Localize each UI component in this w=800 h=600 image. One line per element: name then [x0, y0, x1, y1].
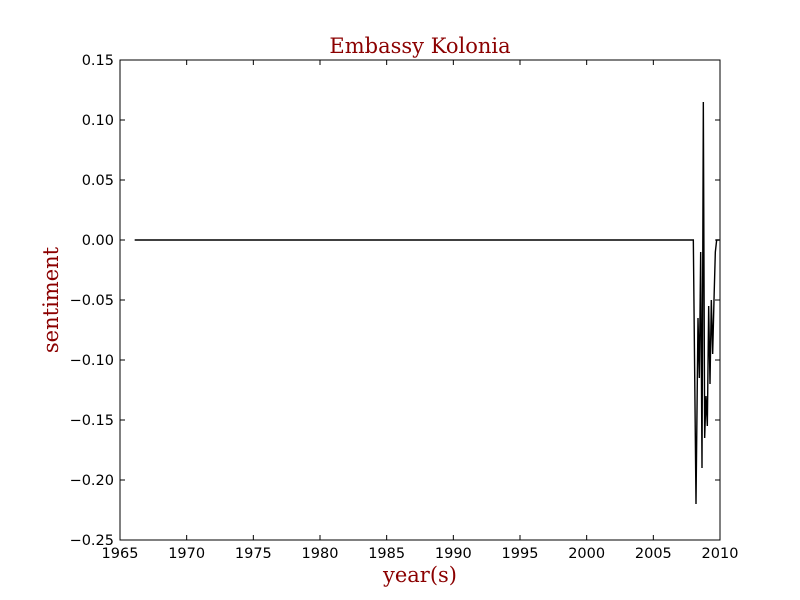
x-axis: 1965 1970 1975 1980 1985 1990 1995 2000 2005 2010: [102, 60, 739, 562]
x-tick-label: 1985: [368, 546, 405, 562]
plot-area: [134, 101, 720, 505]
y-tick-label: 0.00: [82, 233, 114, 249]
y-axis: 0.15 0.10 0.05 0.00 −0.05 −0.10 −0.15 −0.20 −0.2…: [70, 53, 720, 549]
x-tick-label: 2005: [635, 546, 672, 562]
y-tick-label: −0.05: [70, 293, 114, 309]
x-tick-label: 1975: [235, 546, 272, 562]
x-tick-label: 1965: [102, 546, 139, 562]
y-tick-label: 0.10: [82, 113, 114, 129]
y-tick-label: −0.10: [70, 353, 114, 369]
x-tick-label: 1990: [435, 546, 472, 562]
series-line: [134, 101, 720, 505]
y-tick-label: −0.20: [70, 473, 114, 489]
y-tick-label: −0.25: [70, 533, 114, 549]
plot-frame: [119, 59, 721, 541]
y-tick-label: 0.15: [82, 53, 114, 69]
x-axis-label: year(s): [382, 563, 457, 587]
y-tick-label: 0.05: [82, 173, 114, 189]
x-tick-label: 1980: [302, 546, 339, 562]
x-tick-label: 2010: [702, 546, 739, 562]
x-tick-label: 1970: [168, 546, 205, 562]
x-tick-label: 1995: [502, 546, 539, 562]
chart-title: Embassy Kolonia: [329, 34, 510, 58]
x-tick-label: 2000: [568, 546, 605, 562]
y-tick-label: −0.15: [70, 413, 114, 429]
y-axis-label: sentiment: [39, 246, 63, 353]
